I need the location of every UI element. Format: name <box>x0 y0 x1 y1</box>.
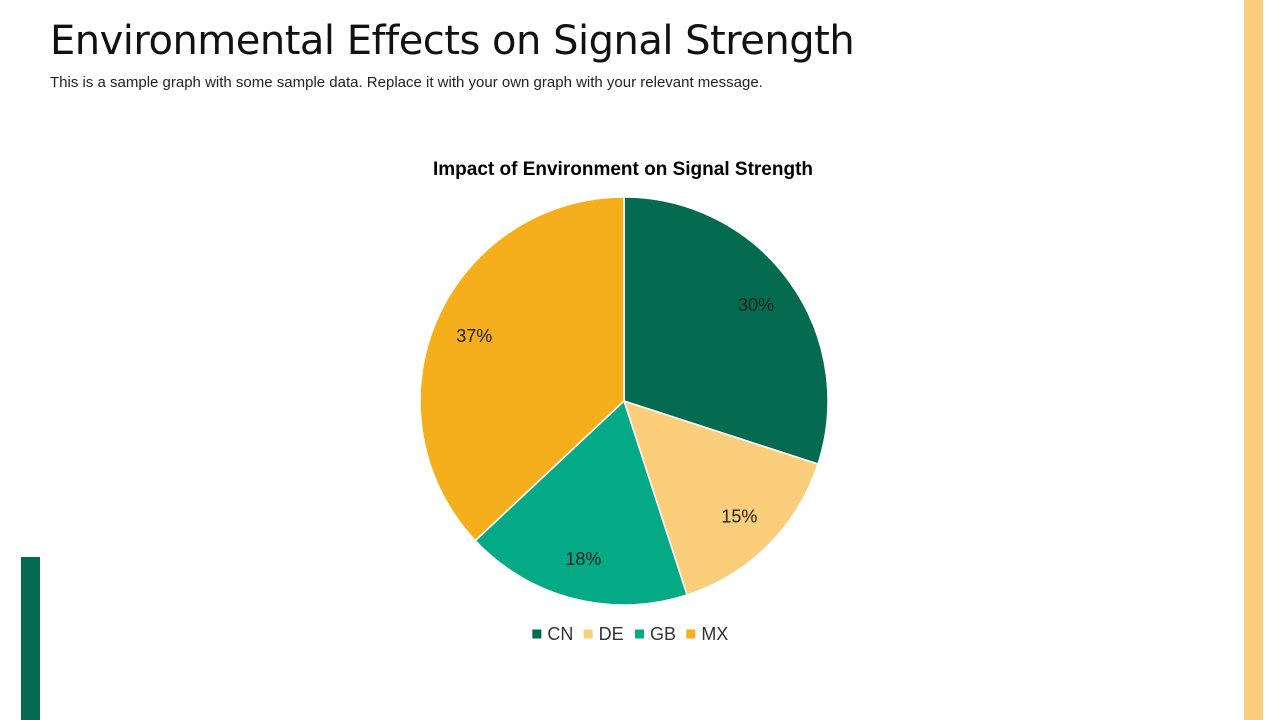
pie-slice-gb <box>474 399 688 606</box>
accent-bar-left <box>21 557 40 720</box>
slide-title: Environmental Effects on Signal Strength <box>50 18 855 64</box>
legend-label-cn: CN <box>547 624 573 644</box>
legend-label-de: DE <box>599 624 624 644</box>
legend-item-mx: MX <box>686 624 728 644</box>
legend-item-cn: CN <box>532 624 573 644</box>
pie-slice-cn <box>623 196 829 465</box>
data-label-gb: 18% <box>565 549 601 569</box>
legend-label-mx: MX <box>701 624 728 644</box>
legend-swatch-gb <box>635 629 644 639</box>
legend-item-de: DE <box>583 624 624 644</box>
legend-swatch-de <box>583 629 593 639</box>
chart-legend: CN DE GB MX <box>532 624 728 644</box>
pie-slice-de <box>622 399 819 596</box>
data-label-de: 15% <box>721 506 757 526</box>
legend-label-gb: GB <box>650 624 676 644</box>
pie-slice-mx <box>419 196 625 542</box>
pie-data-labels: 30% 15% 18% 37% <box>456 295 774 569</box>
legend-item-gb: GB <box>635 624 676 644</box>
chart-title: Impact of Environment on Signal Strength <box>433 159 813 180</box>
data-label-cn: 30% <box>738 295 774 315</box>
legend-swatch-cn <box>532 629 542 639</box>
accent-bar-right <box>1244 0 1263 720</box>
data-label-mx: 37% <box>456 326 492 346</box>
slide-subtitle: This is a sample graph with some sample … <box>50 74 763 91</box>
legend-swatch-mx <box>686 629 696 639</box>
pie-slices <box>419 196 829 606</box>
